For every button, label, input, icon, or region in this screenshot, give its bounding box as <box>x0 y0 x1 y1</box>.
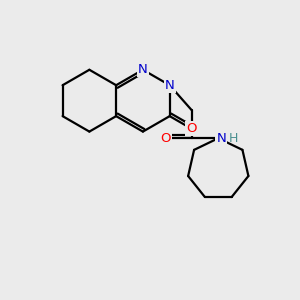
Text: H: H <box>229 132 238 145</box>
Text: O: O <box>186 122 196 135</box>
Text: N: N <box>165 79 175 92</box>
Text: N: N <box>138 63 148 76</box>
Text: N: N <box>216 132 226 145</box>
Text: O: O <box>160 132 170 145</box>
